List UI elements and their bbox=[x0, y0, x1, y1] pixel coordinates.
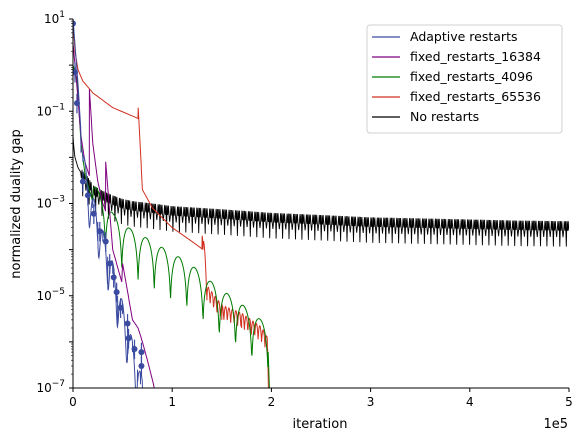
x-tick-label: 1 bbox=[168, 395, 176, 409]
plot-area bbox=[73, 19, 569, 388]
series-line-4 bbox=[73, 135, 569, 247]
x-axis-label: iteration bbox=[293, 417, 348, 432]
adaptive-restart-marker bbox=[73, 20, 76, 27]
legend-label: No restarts bbox=[410, 109, 479, 124]
y-tick-label: 10−5 bbox=[36, 287, 65, 303]
legend-label: fixed_restarts_16384 bbox=[410, 49, 541, 64]
y-tick-label: 10−3 bbox=[36, 195, 65, 211]
series-line-0 bbox=[73, 19, 143, 388]
series-line-3 bbox=[73, 19, 269, 388]
legend-label: fixed_restarts_65536 bbox=[410, 89, 541, 104]
legend-label: Adaptive restarts bbox=[410, 29, 517, 44]
axes: 0 1 2 3 4 5 10−7 10−5 10−3 10−1 101 bbox=[36, 10, 572, 409]
x-tick-label: 4 bbox=[466, 395, 474, 409]
y-tick-label: 101 bbox=[44, 10, 65, 26]
x-tick-label: 5 bbox=[565, 395, 573, 409]
x-tick-label: 2 bbox=[268, 395, 276, 409]
y-tick-label: 10−7 bbox=[36, 379, 65, 395]
legend: Adaptive restarts fixed_restarts_16384fix… bbox=[366, 24, 563, 134]
y-axis-label: normalized duality gap bbox=[9, 129, 24, 278]
legend-label: fixed_restarts_4096 bbox=[410, 69, 533, 84]
x-tick-label: 0 bbox=[69, 395, 77, 409]
y-tick-label: 10−1 bbox=[36, 102, 65, 118]
x-tick-label: 3 bbox=[367, 395, 375, 409]
legend-box bbox=[366, 24, 563, 134]
series-line-1 bbox=[73, 43, 155, 388]
x-offset-label: 1e5 bbox=[543, 417, 568, 432]
